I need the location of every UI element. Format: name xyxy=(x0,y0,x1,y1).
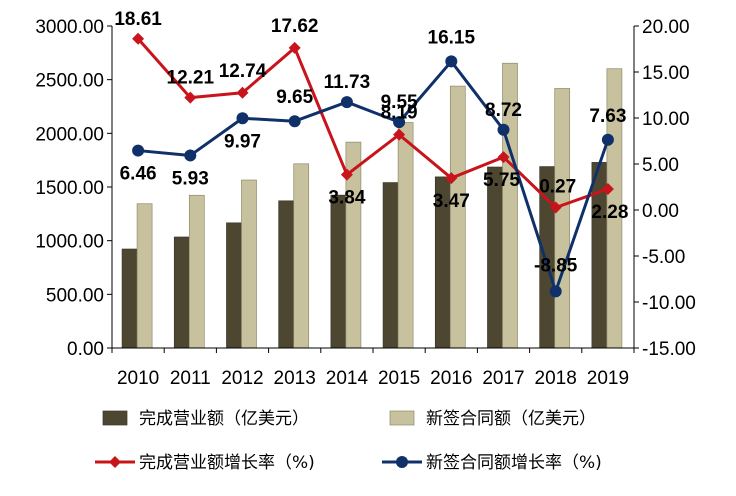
right-axis-tick-label: 15.00 xyxy=(642,63,690,84)
x-axis-tick-label: 2012 xyxy=(221,368,263,389)
revenue-growth-point-2017 xyxy=(497,151,510,164)
right-axis-tick-label: 5.00 xyxy=(642,155,679,176)
x-axis-tick-label: 2016 xyxy=(430,368,472,389)
x-axis-tick-label: 2014 xyxy=(326,368,369,389)
right-axis-tick-label: -10.00 xyxy=(642,293,696,314)
revenue-growth-label-2010: 18.61 xyxy=(114,9,162,30)
data-label-layer: 18.61 12.21 12.74 17.62 3.84 8.19 3.47 5.75 0.27… xyxy=(114,9,628,277)
x-axis-tick-label: 2013 xyxy=(274,368,316,389)
left-axis-tick-label: 500.00 xyxy=(46,285,104,306)
contract-growth-point-2019 xyxy=(601,133,614,146)
right-axis-tick-label: 20.00 xyxy=(642,17,690,38)
legend-marker xyxy=(109,456,121,468)
x-axis-tick-label: 2019 xyxy=(587,368,629,389)
right-axis-tick-label: 10.00 xyxy=(642,109,690,130)
left-axis-tick-label: 1500.00 xyxy=(35,178,104,199)
revenue-growth-label-2016: 3.47 xyxy=(433,191,470,212)
legend: 完成营业额（亿美元） 新签合同额（亿美元） 完成营业额增长率（%) 新签合同额增长率（… xyxy=(95,409,602,473)
contract-growth-label-2010: 6.46 xyxy=(120,164,157,185)
contract-growth-label-2011: 5.93 xyxy=(172,168,209,189)
axes-layer: 0.00 500.00 1000.00 1500.00 2000.00 2500.00 30… xyxy=(35,17,696,389)
contract-growth-label-2018: -8.85 xyxy=(534,255,578,276)
revenue-bar-2012 xyxy=(226,222,242,349)
left-axis-tick-label: 2000.00 xyxy=(35,124,104,145)
revenue-growth-label-2019: 2.28 xyxy=(591,202,628,223)
left-axis-tick-label: 2500.00 xyxy=(35,71,104,92)
legend-contract-bar: 新签合同额（亿美元） xyxy=(389,409,596,429)
contract-growth-point-2017 xyxy=(497,123,510,136)
revenue-growth-label-2017: 5.75 xyxy=(483,170,520,191)
contract-growth-point-2014 xyxy=(340,96,353,109)
revenue-growth-label-2013: 17.62 xyxy=(271,16,319,37)
legend-label: 完成营业额（亿美元） xyxy=(139,409,309,429)
revenue-bar-2017 xyxy=(487,166,503,349)
contract-bar-2010 xyxy=(136,203,153,349)
legend-label: 完成营业额增长率（%) xyxy=(139,453,315,473)
contract-bar-2011 xyxy=(188,194,205,349)
x-axis-tick-label: 2015 xyxy=(378,368,420,389)
revenue-growth-point-2018 xyxy=(549,201,562,214)
revenue-bar-2013 xyxy=(278,200,295,349)
legend-swatch xyxy=(102,410,128,426)
contract-growth-point-2010 xyxy=(132,144,145,157)
revenue-growth-label-2014: 3.84 xyxy=(328,188,365,209)
revenue-growth-label-2018: 0.27 xyxy=(539,177,576,198)
right-axis-tick-label: -5.00 xyxy=(642,247,685,268)
revenue-bar-2010 xyxy=(121,248,138,349)
revenue-growth-point-2015 xyxy=(393,128,406,141)
legend-contract-growth: 新签合同额增长率（%) xyxy=(382,453,602,473)
revenue-growth-point-2019 xyxy=(601,183,614,196)
revenue-growth-point-2011 xyxy=(184,91,197,104)
contract-growth-label-2014: 11.73 xyxy=(324,72,371,93)
contract-bar-2012 xyxy=(241,179,257,349)
legend-marker xyxy=(396,456,408,468)
revenue-bar-2014 xyxy=(330,194,347,349)
contract-growth-point-2011 xyxy=(184,149,197,162)
contract-bar-2015 xyxy=(397,122,414,349)
contract-growth-point-2013 xyxy=(288,115,301,128)
revenue-growth-point-2014 xyxy=(340,168,353,181)
contract-bar-2018 xyxy=(554,88,571,349)
revenue-growth-label-2011: 12.21 xyxy=(167,68,215,89)
legend-label: 新签合同额（亿美元） xyxy=(426,409,596,429)
right-axis-tick-label: 0.00 xyxy=(642,201,679,222)
right-axis-tick-label: -15.00 xyxy=(642,339,696,360)
contract-growth-line xyxy=(137,59,610,293)
revenue-growth-point-2012 xyxy=(236,86,249,99)
left-axis-tick-label: 1000.00 xyxy=(35,232,104,253)
left-axis-tick-label: 0.00 xyxy=(67,339,104,360)
contract-growth-label-2016: 16.15 xyxy=(428,27,476,48)
contract-growth-label-2015: 9.55 xyxy=(381,92,418,113)
legend-revenue-bar: 完成营业额（亿美元） xyxy=(102,409,309,429)
revenue-growth-point-2016 xyxy=(445,172,458,185)
contract-growth-label-2017: 8.72 xyxy=(485,100,522,121)
revenue-growth-label-2015: 8.19 xyxy=(381,103,418,124)
revenue-growth-point-2013 xyxy=(288,41,301,54)
bar-layer xyxy=(121,62,623,349)
contract-growth-label-2013: 9.65 xyxy=(276,87,313,108)
contract-growth-label-2012: 9.97 xyxy=(224,131,261,152)
x-axis-tick-label: 2010 xyxy=(117,368,159,389)
legend-revenue-growth: 完成营业额增长率（%) xyxy=(95,453,315,473)
line-layer xyxy=(132,32,614,298)
contract-growth-point-2018 xyxy=(549,285,562,298)
legend-swatch xyxy=(389,410,415,426)
revenue-bar-2015 xyxy=(382,182,399,349)
revenue-growth-label-2012: 12.74 xyxy=(219,61,267,82)
contract-growth-label-2019: 7.63 xyxy=(589,106,626,127)
contract-bar-2016 xyxy=(449,85,466,349)
left-axis-tick-label: 3000.00 xyxy=(35,17,104,38)
x-axis-tick-label: 2011 xyxy=(170,368,211,389)
contract-growth-point-2015 xyxy=(393,116,406,129)
legend-label: 新签合同额增长率（%) xyxy=(426,453,602,473)
x-axis-tick-label: 2017 xyxy=(482,368,524,389)
revenue-growth-point-2010 xyxy=(132,32,145,45)
contract-bar-2013 xyxy=(293,163,310,349)
revenue-bar-2011 xyxy=(173,236,190,349)
x-axis-tick-label: 2018 xyxy=(535,368,577,389)
revenue-growth-line xyxy=(136,37,609,210)
contract-growth-point-2012 xyxy=(236,112,249,125)
contract-growth-point-2016 xyxy=(445,55,458,68)
